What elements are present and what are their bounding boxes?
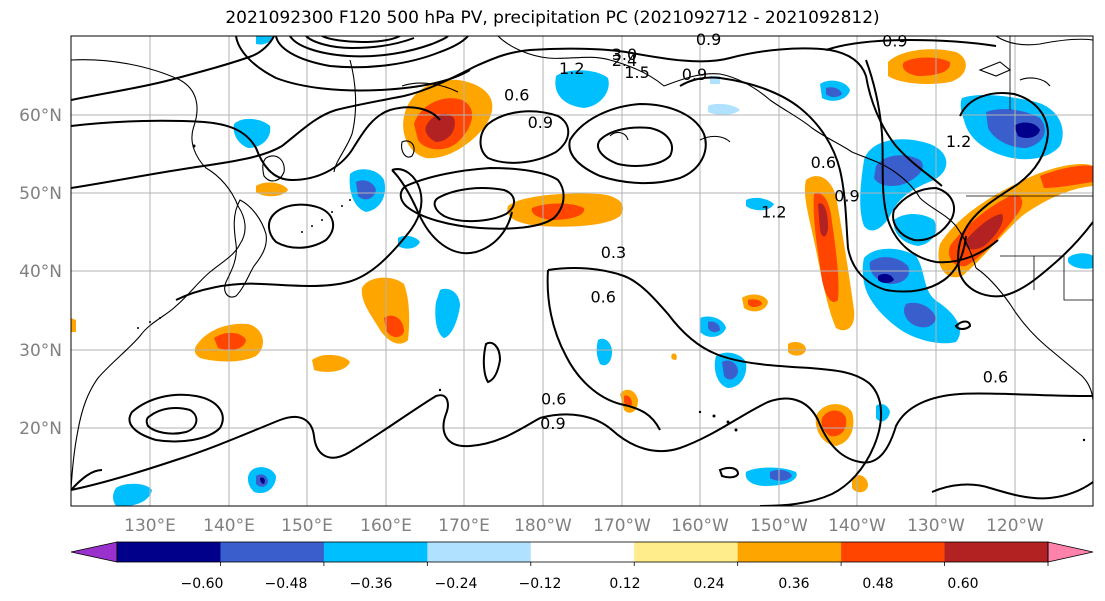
- lon-label: 130°E: [124, 516, 176, 536]
- colorbar-tick-label: 0.48: [862, 576, 893, 592]
- colorbar-segment: [737, 542, 842, 562]
- colorbar-tick-label: −0.48: [265, 576, 308, 592]
- contour-label: 0.9: [696, 30, 721, 49]
- contour-label: 0.9: [540, 414, 565, 433]
- contour-label: 0.6: [811, 153, 836, 172]
- contour-label: 0.3: [601, 243, 626, 262]
- contour-label: 0.6: [590, 288, 615, 307]
- lon-label: 130°W: [907, 516, 965, 536]
- contour-label: 0.9: [528, 113, 553, 132]
- contour-label: 0.6: [983, 368, 1008, 387]
- colorbar-segment: [841, 542, 946, 562]
- colorbar-segment: [944, 542, 1049, 562]
- contour-label: 0.6: [541, 389, 566, 408]
- contour-label: 3.0: [612, 45, 637, 64]
- islands: [137, 144, 1086, 442]
- colorbar-segment: [530, 542, 635, 562]
- lon-label: 140°E: [203, 516, 255, 536]
- colorbar-frame: [116, 541, 1049, 563]
- contour-label: 1.2: [761, 202, 786, 221]
- contour-label: 2.4: [612, 51, 637, 70]
- lon-label: 180°W: [514, 516, 572, 536]
- graticule: [71, 36, 1093, 506]
- contour-label: 0.9: [682, 65, 707, 84]
- colorbar-tick-label: −0.36: [350, 576, 393, 592]
- lon-label: 160°E: [360, 516, 412, 536]
- colorbar-segment: [427, 542, 532, 562]
- colorbar-segment: [117, 542, 221, 562]
- contour-label: 1.2: [946, 132, 971, 151]
- lon-label: 140°W: [828, 516, 886, 536]
- colorbar-tick-labels: −0.60 −0.48 −0.36 −0.24 −0.12 0.12 0.24 …: [181, 576, 979, 592]
- contour-labels: 3.02.41.5 1.2 0.6 0.9 0.9 0.6 1.2 0.9 1.2 0.3 0.9 0…: [504, 30, 1008, 433]
- lon-label: 150°W: [750, 516, 808, 536]
- pv-contours: [71, 36, 1093, 506]
- lat-label: 50°N: [19, 184, 62, 204]
- lat-label: 30°N: [19, 341, 62, 361]
- colorbar-tick-label: 0.24: [693, 576, 724, 592]
- coastlines: [71, 36, 1093, 491]
- contour-label: 0.9: [882, 31, 907, 50]
- lat-label: 60°N: [19, 106, 62, 126]
- colorbar: [70, 541, 1094, 566]
- colorbar-tick-label: 0.60: [947, 576, 978, 592]
- lon-label: 160°W: [671, 516, 729, 536]
- contour-label: 0.9: [834, 187, 859, 206]
- colorbar-tick-label: −0.24: [435, 576, 478, 592]
- lon-label: 170°E: [438, 516, 490, 536]
- map-frame: [70, 35, 1094, 507]
- colorbar-tick-label: −0.12: [519, 576, 562, 592]
- lon-label: 170°W: [593, 516, 651, 536]
- colorbar-segment: [220, 542, 325, 562]
- colorbar-tick-label: −0.60: [181, 576, 224, 592]
- colorbar-segment: [323, 542, 428, 562]
- lon-label: 120°W: [986, 516, 1044, 536]
- lat-label: 40°N: [19, 262, 62, 282]
- country-borders: [966, 36, 1093, 301]
- colorbar-tick-label: 0.36: [778, 576, 809, 592]
- precipitation-shading: [71, 36, 1093, 506]
- lon-label: 150°E: [281, 516, 333, 536]
- colorbar-extend-min: [70, 541, 118, 563]
- contour-label: 1.2: [559, 59, 584, 78]
- colorbar-extend-max: [1047, 541, 1094, 563]
- colorbar-tick-label: 0.12: [609, 576, 640, 592]
- colorbar-segment: [634, 542, 739, 562]
- contour-label: 0.6: [504, 86, 529, 105]
- lat-label: 20°N: [19, 419, 62, 439]
- latitude-labels: 60°N 50°N 40°N 30°N 20°N: [19, 106, 62, 439]
- longitude-labels: 130°E 140°E 150°E 160°E 170°E 180°W 170°…: [124, 516, 1044, 536]
- map-title: 2021092300 F120 500 hPa PV, precipitatio…: [225, 8, 880, 28]
- contour-label: 1.5: [624, 63, 649, 82]
